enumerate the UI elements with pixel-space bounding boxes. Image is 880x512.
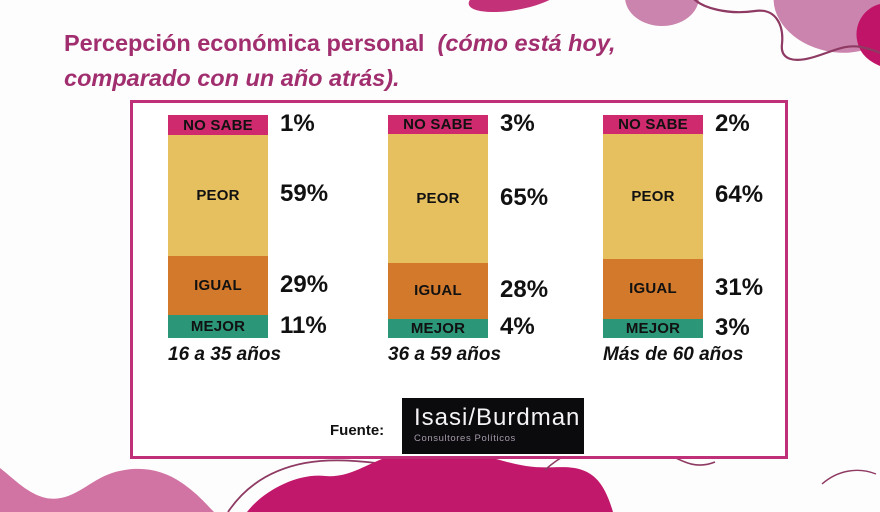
bar-segment: PEOR xyxy=(603,133,703,259)
source-logo-subtitle: Consultores Políticos xyxy=(414,433,516,445)
age-group-label: 36 a 59 años xyxy=(388,344,502,365)
percent-label: 3% xyxy=(715,313,750,341)
chart-panel: NO SABE PEOR IGUAL MEJOR 1% 59% 29% 11% 16 a 35 … xyxy=(130,100,788,459)
bars-container: NO SABE PEOR IGUAL MEJOR 1% 59% 29% 11% 16 a 35 … xyxy=(133,103,785,456)
bar-segment: MEJOR xyxy=(388,318,488,338)
segment-label: IGUAL xyxy=(414,282,462,300)
bar-segment: IGUAL xyxy=(388,263,488,319)
bar-segment: IGUAL xyxy=(168,255,268,316)
percent-label: 11% xyxy=(280,311,327,339)
percent-label: 59% xyxy=(280,180,329,208)
segment-label: MEJOR xyxy=(625,319,681,337)
percent-label: 1% xyxy=(280,110,315,138)
bar-segment: IGUAL xyxy=(603,258,703,319)
bar-group: NO SABE PEOR IGUAL MEJOR 3% 65% 28% 4% 36 a 59 a… xyxy=(388,110,613,405)
segment-label: MEJOR xyxy=(410,319,466,337)
bar-segment: PEOR xyxy=(388,134,488,264)
bar-group: NO SABE PEOR IGUAL MEJOR 1% 59% 29% 11% 16 a 35 … xyxy=(168,110,393,405)
percent-label: 31% xyxy=(715,273,764,301)
bar-segment: NO SABE xyxy=(388,115,488,135)
segment-label: NO SABE xyxy=(403,116,473,134)
bottom-left-wave xyxy=(0,468,214,512)
stacked-bar: NO SABE PEOR IGUAL MEJOR xyxy=(168,115,268,338)
segment-label: IGUAL xyxy=(194,277,242,295)
top-right-blob-large xyxy=(773,0,880,53)
page-title: Percepción económica personal (cómo está… xyxy=(64,26,704,97)
top-right-blob-small xyxy=(625,0,699,26)
percent-label: 64% xyxy=(715,181,764,209)
percent-label: 28% xyxy=(500,275,549,303)
segment-label: MEJOR xyxy=(190,318,246,336)
percent-label: 65% xyxy=(500,183,549,211)
percent-label: 2% xyxy=(715,109,750,137)
top-squiggle-line xyxy=(693,0,880,61)
segment-label: NO SABE xyxy=(618,115,688,133)
page-title-bold: Percepción económica personal xyxy=(64,30,425,56)
percent-label: 3% xyxy=(500,109,535,137)
percent-label: 29% xyxy=(280,270,329,298)
bar-segment: PEOR xyxy=(168,135,268,256)
right-edge-blob xyxy=(856,4,880,66)
segment-label: PEOR xyxy=(631,187,675,205)
stacked-bar: NO SABE PEOR IGUAL MEJOR xyxy=(603,115,703,338)
segment-label: PEOR xyxy=(196,186,240,204)
source-logo-title: Isasi/Burdman xyxy=(414,404,581,431)
segment-label: NO SABE xyxy=(183,116,253,134)
bottom-thin-line-left xyxy=(227,459,425,512)
bar-group: NO SABE PEOR IGUAL MEJOR 2% 64% 31% 3% Más de 60… xyxy=(603,110,828,405)
top-blob-dark xyxy=(468,0,562,13)
source-logo: Isasi/Burdman Consultores Políticos xyxy=(402,398,584,454)
segment-label: PEOR xyxy=(416,190,460,208)
source-label: Fuente: xyxy=(330,422,385,439)
age-group-label: Más de 60 años xyxy=(603,344,744,365)
segment-label: IGUAL xyxy=(629,280,677,298)
percent-label: 4% xyxy=(500,313,535,341)
bar-segment: MEJOR xyxy=(603,318,703,338)
page-title-italic-line2: comparado con un año atrás). xyxy=(64,65,400,92)
bar-segment: NO SABE xyxy=(168,115,268,135)
bar-segment: NO SABE xyxy=(603,115,703,134)
stacked-bar: NO SABE PEOR IGUAL MEJOR xyxy=(388,115,488,338)
bar-segment: MEJOR xyxy=(168,315,268,338)
bottom-thin-line-far-right xyxy=(821,469,877,485)
page-title-italic-line1: (cómo está hoy, xyxy=(437,30,616,56)
age-group-label: 16 a 35 años xyxy=(168,344,282,365)
